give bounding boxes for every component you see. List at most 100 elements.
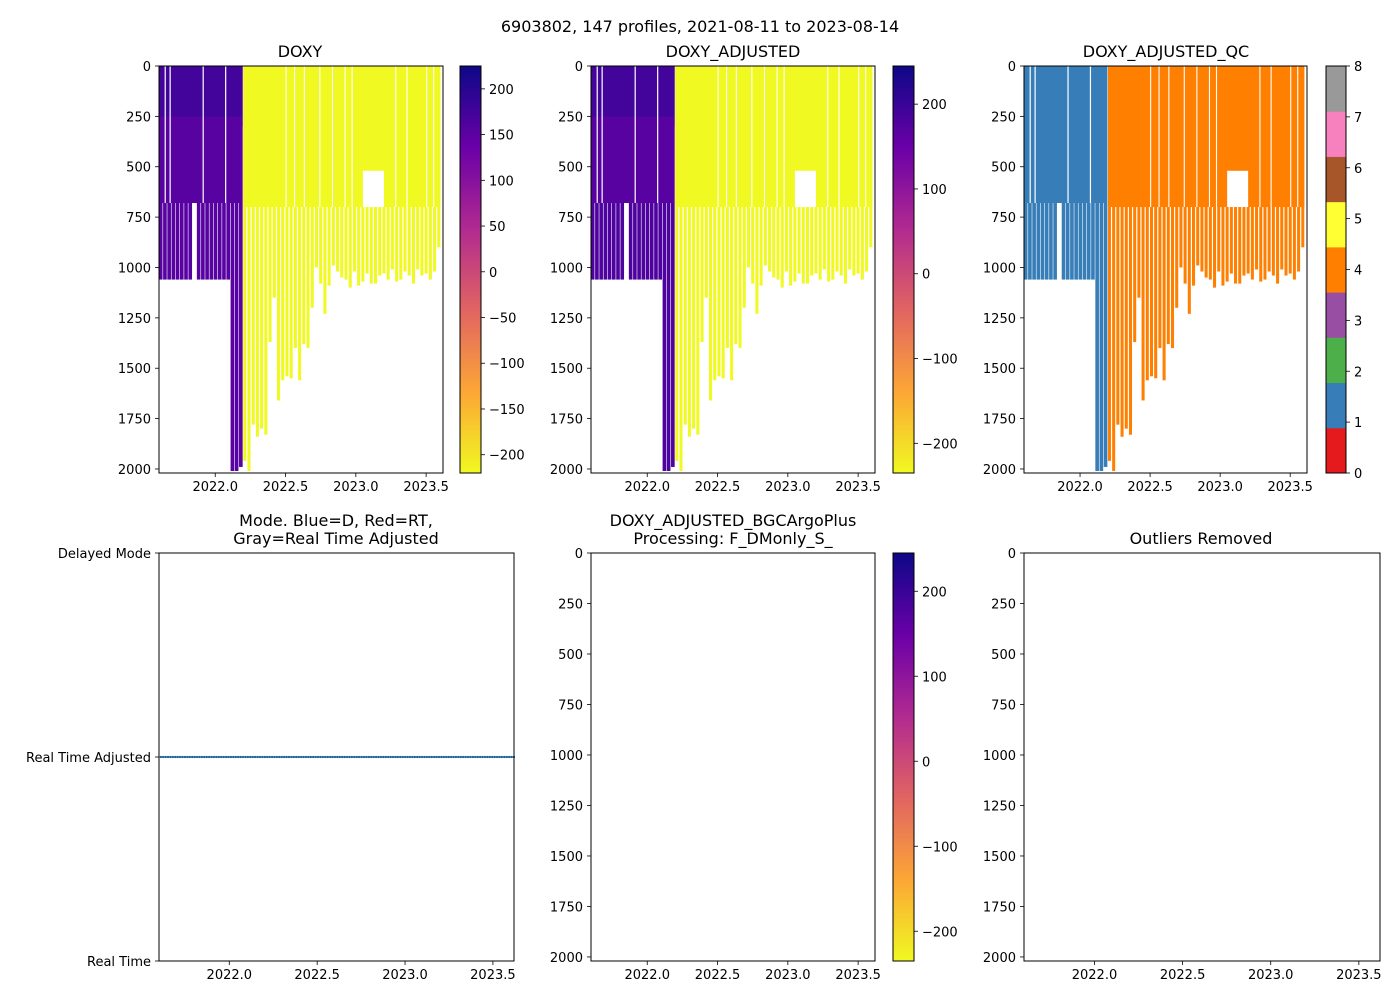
y-tick-label: 1250 [983,799,1016,814]
mode-point [321,755,324,759]
profile-bar [687,66,691,437]
mode-point [493,755,496,759]
mode-point [227,755,230,759]
axes-frame [590,65,876,474]
y-tick-label: 1250 [118,312,151,327]
profile-bar [671,66,675,467]
mode-point [241,755,245,759]
mode-point [312,755,315,759]
mode-point [307,755,310,759]
profile-bar [255,66,259,437]
mode-point [159,755,162,759]
y-tick-label: 1750 [983,413,1016,428]
profile-bar [264,66,268,435]
gap-strip [838,66,840,208]
colorbar-gradient [892,552,915,962]
mode-point [287,755,291,759]
x-tick-label: 2022.0 [1057,480,1103,495]
profile-bar [713,66,717,381]
profile-bar [1112,66,1116,471]
mode-point [295,755,298,759]
gap-strip [285,66,287,208]
mode-point [413,755,416,759]
profile-bar [260,66,264,429]
y-tick-label: 1000 [983,749,1016,764]
profile-bar [1099,66,1104,471]
gap-strip [1150,66,1152,208]
profile-bar [679,66,683,471]
y-tick-label: 1500 [983,362,1016,377]
profile-bar [298,66,302,381]
y-tick-label: 1250 [550,799,583,814]
gap-strip [751,66,753,208]
late-block [675,66,873,208]
y-tick-label: 250 [991,597,1016,612]
colorbar-tick-label: 100 [922,670,947,685]
mode-point [164,755,167,759]
y-tick-label: 1500 [550,850,583,865]
mode-point [292,755,295,759]
mode-point [309,755,312,759]
mode-point [171,755,174,759]
doxy-adjusted-title: DOXY_ADJUSTED [666,42,801,62]
gap-strip [169,66,171,204]
colorbar-tick-label: −100 [922,840,958,855]
mode-point [198,755,201,759]
y-tick-label: Delayed Mode [58,547,151,562]
y-tick-label: 2000 [550,463,583,478]
mode-point [416,755,419,759]
mode-point [445,755,448,759]
mode-point [488,755,491,759]
x-tick-label: 2023.5 [1267,480,1313,495]
mode-point [365,755,368,759]
y-tick-label: Real Time Adjusted [26,751,151,766]
mode-point [268,755,271,759]
mode-point [469,755,472,759]
mode-point [476,755,479,759]
x-tick-label: 2023.5 [470,968,516,983]
x-tick-label: 2022.0 [207,968,253,983]
mode-point [234,755,237,759]
qc-color-swatch [1326,66,1346,112]
y-tick-label: 750 [558,211,583,226]
x-tick-label: 2022.5 [695,968,741,983]
colorbar-tick-label: 6 [1354,162,1362,177]
early-block-surface [158,66,243,117]
mode-point [222,755,225,759]
x-tick-label: 2022.0 [624,968,670,983]
profile-bar [662,66,667,471]
mode-point [208,755,211,759]
qc-color-swatch [1326,156,1346,203]
mode-point [275,755,278,759]
gap-strip [1208,66,1211,208]
mode-point [505,755,508,759]
gap-strip [1029,66,1031,204]
gap-strip [303,66,305,208]
qc-color-swatch [1326,246,1346,293]
mode-point [459,755,462,759]
mode-point [345,755,349,759]
colorbar-tick-label: 200 [922,98,947,113]
y-tick-label: 1250 [983,312,1016,327]
axes-frame [1023,65,1308,474]
gap-strip [426,66,428,208]
profile-bar [251,66,255,425]
mode-point [299,755,303,759]
mode-point [437,755,441,759]
mode-panel: 2022.0 2022.5 2023.0 2023.5 Delayed Mode Real… [26,547,516,983]
x-tick-label: 2022.5 [294,968,340,983]
axes-frame [158,65,444,474]
colorbar-tick-label: −50 [489,312,516,327]
mode-point [169,755,172,759]
colorbar-tick-label: 100 [489,174,514,189]
mode-point [462,755,465,759]
mode-point [205,755,208,759]
axes-frame [590,552,876,962]
axes-frame [1023,552,1381,962]
x-tick-label: 2023.5 [835,480,881,495]
mode-point [503,755,506,759]
profile-bar [666,66,671,471]
mode-point [237,755,240,759]
profile-bar [692,66,696,429]
